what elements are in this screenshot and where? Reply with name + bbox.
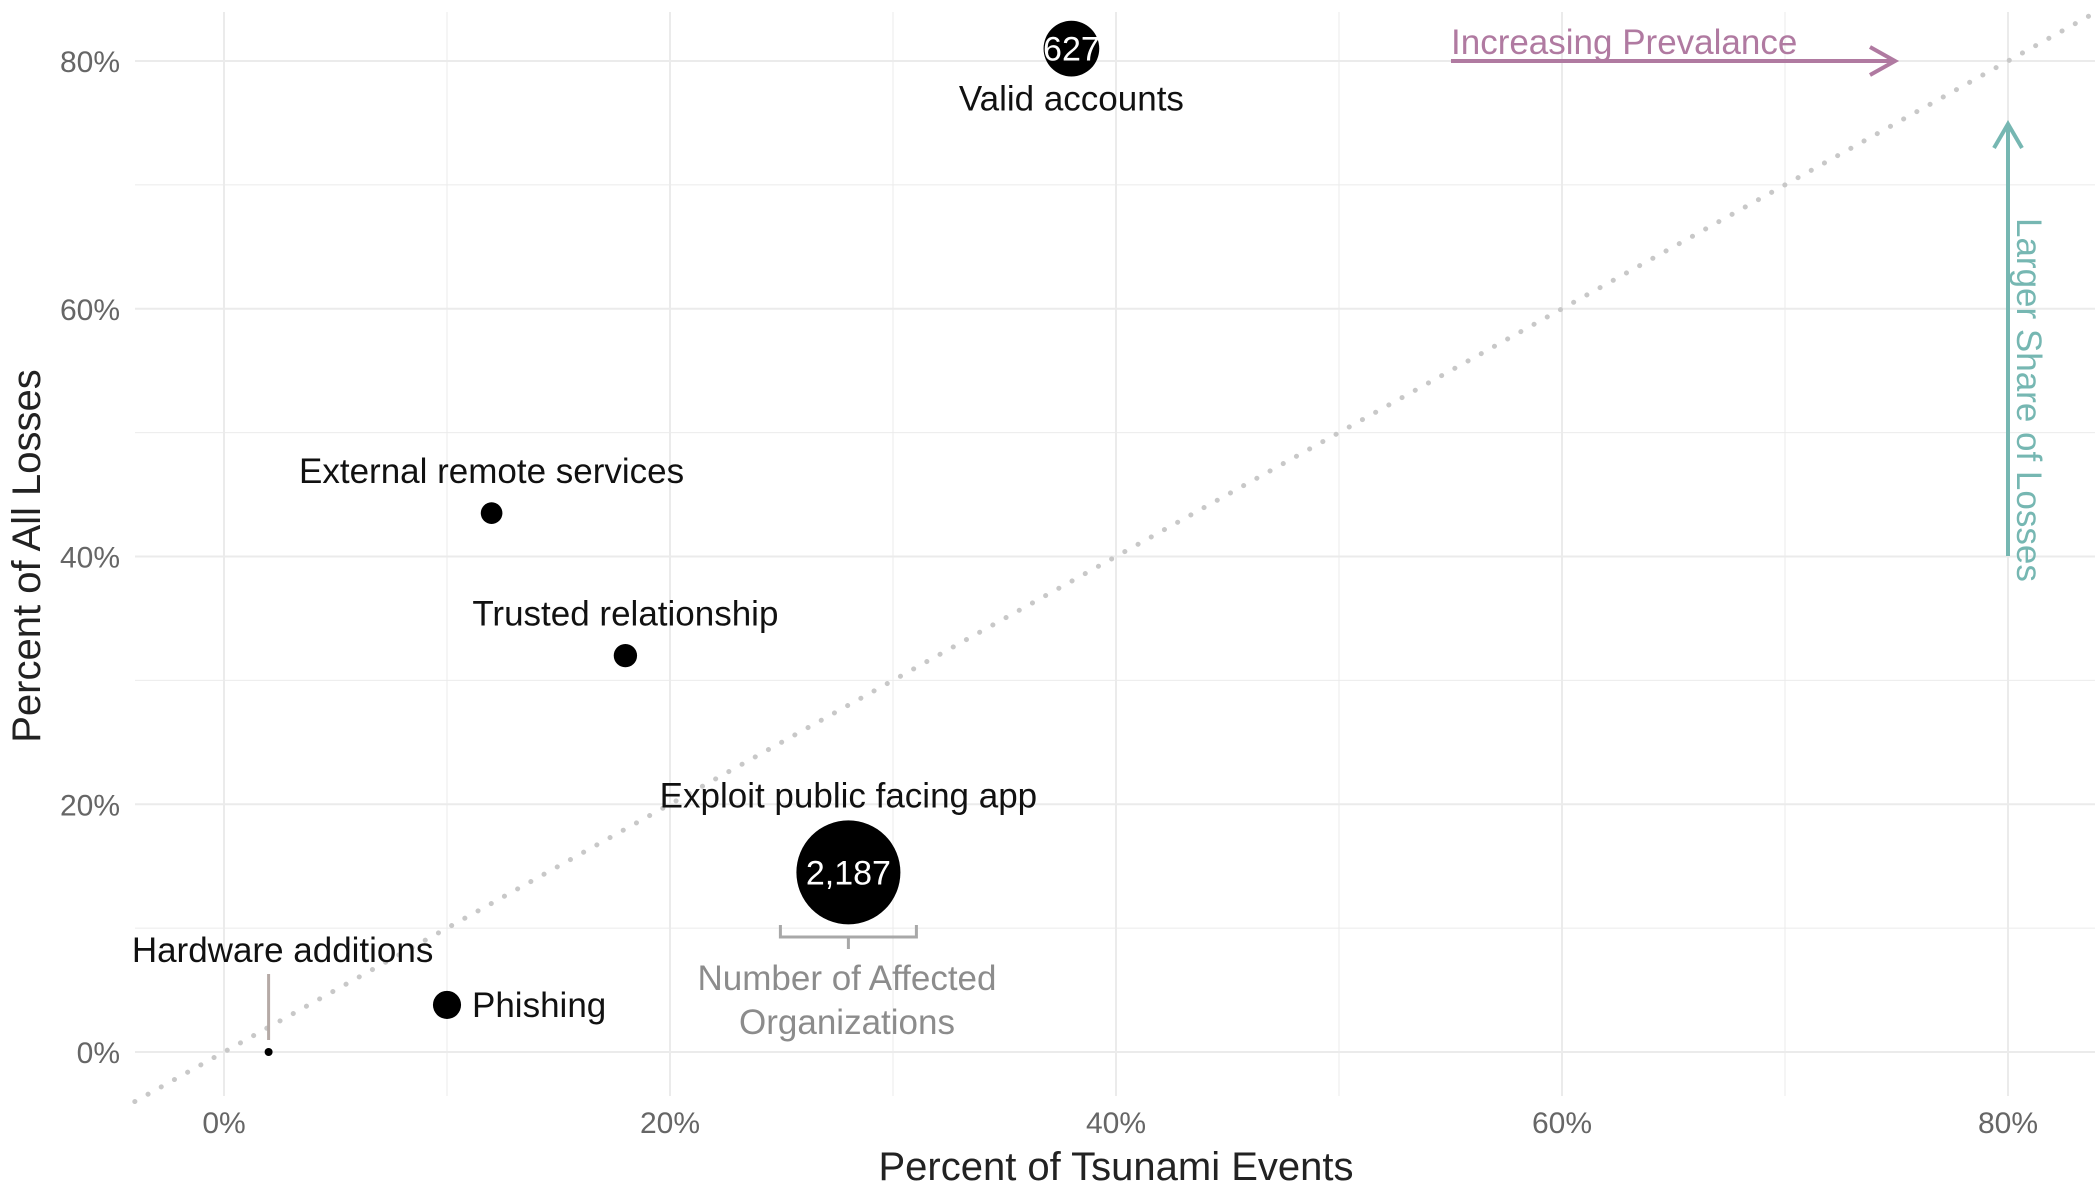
prevalence-arrowhead	[1869, 45, 1900, 77]
point-marker	[264, 1048, 273, 1056]
y-tick-label: 40%	[60, 542, 120, 575]
point-external-remote-services: External remote services	[299, 452, 684, 524]
x-tick-label: 0%	[202, 1107, 245, 1140]
diagonal-reference-line	[132, 8, 2100, 1105]
point-label: Trusted relationship	[472, 595, 778, 634]
y-tick-label: 80%	[60, 46, 120, 79]
y-tick-label: 0%	[77, 1037, 120, 1070]
x-tick-label: 80%	[1978, 1107, 2038, 1140]
data-points: 627 Valid accounts External remote service…	[132, 20, 1184, 1056]
axis-ticks: 0% 20% 40% 60% 80% 0% 20% 40% 60% 80%	[60, 46, 2038, 1140]
x-tick-label: 20%	[640, 1107, 700, 1140]
point-valid-accounts: 627 Valid accounts	[959, 20, 1184, 119]
point-value-label: 627	[1043, 31, 1100, 69]
point-exploit-public-facing-app: 2,187 Exploit public facing app	[660, 776, 1037, 925]
point-phishing: Phishing	[432, 986, 606, 1025]
point-label: External remote services	[299, 452, 684, 491]
point-marker	[480, 502, 503, 524]
x-axis-title: Percent of Tsunami Events	[878, 1145, 1353, 1189]
legend-label-line2: Organizations	[739, 1003, 955, 1042]
prevalence-label: Increasing Prevalance	[1451, 23, 1797, 62]
prevalence-annotation: Increasing Prevalance	[1451, 23, 1900, 77]
legend-label-line1: Number of Affected	[698, 959, 997, 998]
legend-bracket	[778, 925, 918, 949]
point-marker	[432, 990, 462, 1019]
y-tick-label: 60%	[60, 294, 120, 327]
x-tick-label: 60%	[1532, 1107, 1592, 1140]
losses-label: Larger Share of Losses	[2009, 218, 2048, 582]
point-label: Phishing	[472, 986, 606, 1025]
point-label: Exploit public facing app	[660, 776, 1037, 815]
point-marker	[1043, 20, 1100, 77]
x-tick-label: 40%	[1086, 1107, 1146, 1140]
point-value-label: 2,187	[806, 854, 891, 892]
point-marker	[613, 643, 638, 668]
point-trusted-relationship: Trusted relationship	[472, 595, 778, 668]
losses-annotation: Larger Share of Losses	[1992, 120, 2048, 582]
y-tick-label: 20%	[60, 789, 120, 822]
point-label: Valid accounts	[959, 80, 1184, 119]
losses-arrowhead	[1992, 120, 2024, 150]
size-legend: Number of Affected Organizations	[698, 925, 997, 1042]
point-hardware-additions: Hardware additions	[132, 931, 434, 1056]
point-label: Hardware additions	[132, 931, 434, 970]
y-axis-title: Percent of All Losses	[5, 369, 49, 743]
point-marker	[796, 820, 901, 925]
